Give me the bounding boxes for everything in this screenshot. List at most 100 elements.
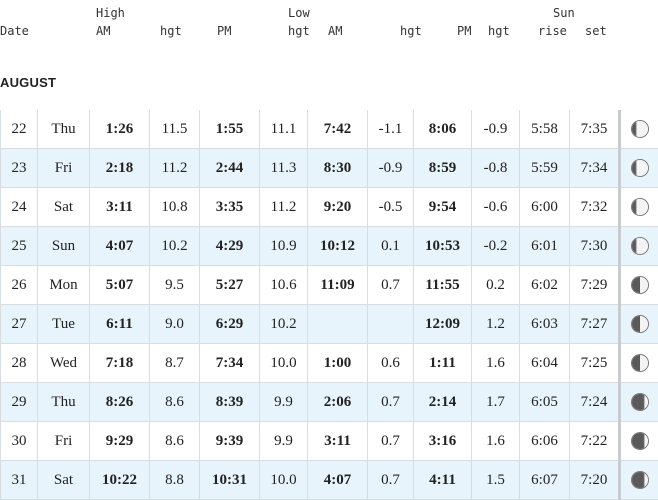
waning-crescent-icon	[631, 393, 649, 411]
high-am-time: 7:18	[90, 344, 150, 383]
low-am-time: 9:20	[308, 188, 368, 227]
low-pm-time: 8:06	[414, 110, 472, 149]
day-cell: Sun	[38, 227, 90, 266]
header-sun: Sun	[553, 6, 575, 20]
low-pm-time: 4:11	[414, 461, 472, 500]
day-cell: Fri	[38, 422, 90, 461]
date-cell: 23	[1, 149, 38, 188]
high-pm-height: 10.0	[260, 461, 308, 500]
sunset-cell: 7:29	[570, 266, 620, 305]
day-cell: Sat	[38, 461, 90, 500]
waning-crescent-icon	[631, 471, 649, 489]
header-high: High	[96, 6, 125, 20]
low-am-time: 7:42	[308, 110, 368, 149]
month-heading: AUGUST	[0, 75, 56, 90]
sunrise-cell: 5:58	[520, 110, 570, 149]
date-cell: 26	[1, 266, 38, 305]
high-am-height: 8.8	[150, 461, 200, 500]
high-pm-height: 10.0	[260, 344, 308, 383]
moon-phase-cell	[620, 461, 658, 500]
low-am-time: 1:00	[308, 344, 368, 383]
waning-gibbous-icon	[631, 198, 649, 216]
high-am-height: 8.6	[150, 383, 200, 422]
low-pm-time: 12:09	[414, 305, 472, 344]
high-am-height: 11.5	[150, 110, 200, 149]
low-pm-time: 9:54	[414, 188, 472, 227]
waning-gibbous-icon	[631, 159, 649, 177]
low-am-height: -0.9	[368, 149, 414, 188]
low-pm-height: 0.2	[472, 266, 520, 305]
low-am-height: 0.7	[368, 383, 414, 422]
high-am-height: 11.2	[150, 149, 200, 188]
day-cell: Sat	[38, 188, 90, 227]
day-cell: Wed	[38, 344, 90, 383]
high-am-time: 8:26	[90, 383, 150, 422]
high-am-height: 8.7	[150, 344, 200, 383]
date-cell: 29	[1, 383, 38, 422]
day-cell: Thu	[38, 383, 90, 422]
date-cell: 31	[1, 461, 38, 500]
sunset-cell: 7:32	[570, 188, 620, 227]
sunrise-cell: 5:59	[520, 149, 570, 188]
low-am-time: 8:30	[308, 149, 368, 188]
header-low-am-hgt: hgt	[400, 24, 422, 38]
low-pm-time: 1:11	[414, 344, 472, 383]
low-pm-time: 10:53	[414, 227, 472, 266]
moon-phase-cell	[620, 266, 658, 305]
low-pm-height: 1.2	[472, 305, 520, 344]
header-sunrise: rise	[538, 24, 567, 38]
high-am-height: 9.5	[150, 266, 200, 305]
waning-gibbous-icon	[631, 120, 649, 138]
low-am-height: 0.7	[368, 266, 414, 305]
sunset-cell: 7:35	[570, 110, 620, 149]
last-quarter-moon-icon	[631, 354, 649, 372]
high-pm-height: 9.9	[260, 422, 308, 461]
moon-phase-cell	[620, 227, 658, 266]
high-am-time: 4:07	[90, 227, 150, 266]
low-pm-height: 1.5	[472, 461, 520, 500]
header-high-pm-hgt: hgt	[288, 24, 310, 38]
high-am-time: 6:11	[90, 305, 150, 344]
high-am-time: 10:22	[90, 461, 150, 500]
moon-phase-cell	[620, 383, 658, 422]
moon-phase-cell	[620, 422, 658, 461]
date-cell: 27	[1, 305, 38, 344]
sunset-cell: 7:20	[570, 461, 620, 500]
header-low-pm-hgt: hgt	[488, 24, 510, 38]
date-cell: 25	[1, 227, 38, 266]
last-quarter-moon-icon	[631, 315, 649, 333]
waning-gibbous-icon	[631, 237, 649, 255]
sunset-cell: 7:27	[570, 305, 620, 344]
moon-phase-cell	[620, 344, 658, 383]
high-pm-time: 5:27	[200, 266, 260, 305]
high-am-time: 3:11	[90, 188, 150, 227]
low-am-time: 3:11	[308, 422, 368, 461]
waning-crescent-icon	[631, 432, 649, 450]
sunrise-cell: 6:02	[520, 266, 570, 305]
low-am-height: 0.7	[368, 422, 414, 461]
sunset-cell: 7:30	[570, 227, 620, 266]
high-am-height: 8.6	[150, 422, 200, 461]
low-am-time: 10:12	[308, 227, 368, 266]
high-pm-height: 9.9	[260, 383, 308, 422]
high-pm-height: 11.3	[260, 149, 308, 188]
date-cell: 30	[1, 422, 38, 461]
low-am-height: 0.6	[368, 344, 414, 383]
low-pm-height: 1.6	[472, 344, 520, 383]
high-pm-height: 10.2	[260, 305, 308, 344]
header-low-am: AM	[328, 24, 342, 38]
high-pm-height: 10.6	[260, 266, 308, 305]
high-am-time: 9:29	[90, 422, 150, 461]
high-am-time: 2:18	[90, 149, 150, 188]
low-pm-time: 3:16	[414, 422, 472, 461]
last-quarter-moon-icon	[631, 276, 649, 294]
header-low-pm: PM	[457, 24, 471, 38]
low-pm-height: -0.6	[472, 188, 520, 227]
